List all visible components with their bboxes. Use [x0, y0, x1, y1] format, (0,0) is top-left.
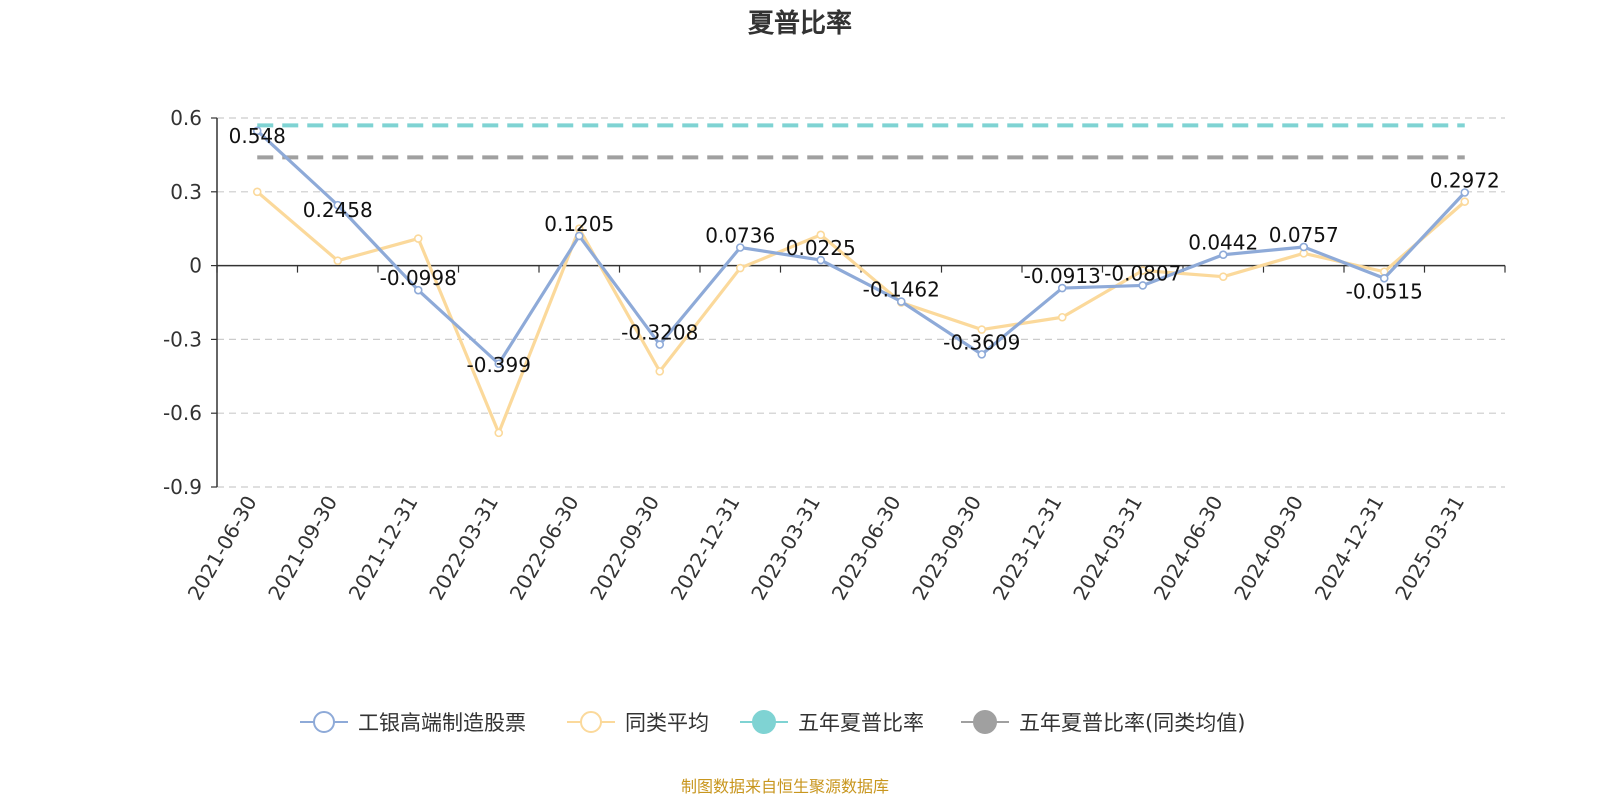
data-point[interactable] — [816, 230, 826, 240]
x-tick-label: 2024-12-31 — [1310, 492, 1389, 605]
x-tick-label: 2024-03-31 — [1068, 492, 1147, 605]
y-tick-label: 0.3 — [170, 180, 202, 204]
data-point[interactable] — [1138, 281, 1148, 290]
series-line — [256, 190, 1466, 435]
x-tick-label: 2022-12-31 — [666, 492, 745, 605]
legend-item[interactable]: 五年夏普比率 — [740, 710, 924, 735]
legend-item[interactable]: 工银高端制造股票 — [300, 711, 526, 735]
data-point[interactable] — [1299, 242, 1309, 252]
data-point[interactable] — [1218, 250, 1228, 260]
x-tick-label: 2024-09-30 — [1229, 492, 1308, 605]
data-point[interactable] — [977, 350, 987, 359]
series-line — [256, 129, 1466, 366]
data-point[interactable] — [655, 340, 665, 349]
data-point[interactable] — [735, 243, 745, 252]
data-point[interactable] — [333, 200, 343, 210]
data-point[interactable] — [413, 234, 423, 243]
legend-label: 五年夏普比率(同类均值) — [1019, 711, 1245, 735]
data-label: -0.399 — [467, 353, 531, 377]
x-tick-label: 2022-09-30 — [585, 492, 664, 605]
data-label: 0.2972 — [1430, 168, 1500, 192]
x-tick-label: 2022-06-30 — [505, 492, 584, 605]
data-label: 0.0442 — [1188, 231, 1258, 255]
legend-marker — [313, 711, 335, 733]
x-tick-label: 2023-09-30 — [907, 492, 986, 605]
data-point[interactable] — [252, 126, 262, 136]
data-point[interactable] — [574, 231, 584, 241]
grid-lines — [217, 117, 1505, 488]
x-tick-label: 2021-09-30 — [263, 492, 342, 605]
legend-label: 工银高端制造股票 — [358, 711, 526, 735]
legend-marker — [752, 710, 776, 734]
data-point[interactable] — [1218, 272, 1228, 281]
y-tick-label: 0.6 — [170, 106, 202, 130]
data-point[interactable] — [735, 263, 745, 273]
legend-label: 五年夏普比率 — [798, 711, 924, 735]
legend-item[interactable]: 五年夏普比率(同类均值) — [961, 710, 1245, 735]
x-tick-label: 2021-06-30 — [183, 492, 262, 605]
data-label: 0.0225 — [786, 236, 856, 260]
data-label: -0.0998 — [380, 266, 457, 290]
data-label: -0.1462 — [863, 278, 940, 302]
data-point[interactable] — [655, 367, 665, 376]
data-point[interactable] — [252, 187, 262, 197]
legend[interactable]: 工银高端制造股票 同类平均 五年夏普比率 五年夏普比率(同类均值) — [300, 710, 1245, 735]
y-tick-label: -0.6 — [163, 401, 202, 425]
data-point[interactable] — [333, 256, 343, 265]
data-point[interactable] — [1057, 283, 1067, 293]
data-label: 0.2458 — [303, 198, 373, 222]
x-tick-label: 2025-03-31 — [1390, 492, 1469, 605]
chart-title: 夏普比率 — [748, 8, 852, 39]
x-tick-label: 2021-12-31 — [344, 492, 423, 605]
data-label: 0.0736 — [705, 223, 775, 247]
legend-marker — [580, 711, 602, 733]
data-label: 0.1205 — [544, 212, 614, 236]
legend-label: 同类平均 — [625, 711, 709, 735]
data-point[interactable] — [1460, 197, 1470, 206]
series-lines — [252, 126, 1470, 438]
data-label: -0.3609 — [943, 330, 1020, 354]
legend-marker — [973, 710, 997, 734]
y-tick-label: -0.3 — [163, 327, 202, 351]
data-label: -0.0515 — [1346, 279, 1423, 303]
x-tick-label: 2022-03-31 — [424, 492, 503, 605]
data-label: -0.3208 — [621, 321, 698, 345]
x-tick-label: 2023-06-30 — [827, 492, 906, 605]
data-labels: 0.548 0.2458 -0.0998 -0.399 0.1205 -0.3208 0.0… — [229, 124, 1500, 377]
data-point[interactable] — [413, 285, 423, 295]
data-point[interactable] — [1057, 312, 1067, 322]
data-point[interactable] — [1379, 273, 1389, 283]
data-point[interactable] — [494, 359, 504, 369]
data-point[interactable] — [1460, 188, 1470, 197]
reference-lines — [257, 123, 1465, 160]
x-tick-label: 2023-12-31 — [988, 492, 1067, 605]
x-tick-label: 2023-03-31 — [746, 492, 825, 605]
legend-item[interactable]: 同类平均 — [567, 711, 709, 735]
data-label: 0.548 — [229, 124, 286, 148]
data-label: -0.0807 — [1104, 261, 1181, 285]
y-tick-label: -0.9 — [163, 475, 202, 499]
data-label: 0.0757 — [1269, 223, 1339, 247]
data-point[interactable] — [977, 325, 987, 334]
data-point[interactable] — [494, 428, 504, 438]
y-tick-label: 0 — [189, 254, 202, 278]
data-point[interactable] — [896, 297, 906, 306]
data-point[interactable] — [1138, 266, 1148, 275]
source-note: 制图数据来自恒生聚源数据库 — [681, 777, 889, 796]
x-tick-label: 2024-06-30 — [1149, 492, 1228, 605]
data-point[interactable] — [816, 255, 826, 265]
data-label: -0.0913 — [1024, 264, 1101, 288]
